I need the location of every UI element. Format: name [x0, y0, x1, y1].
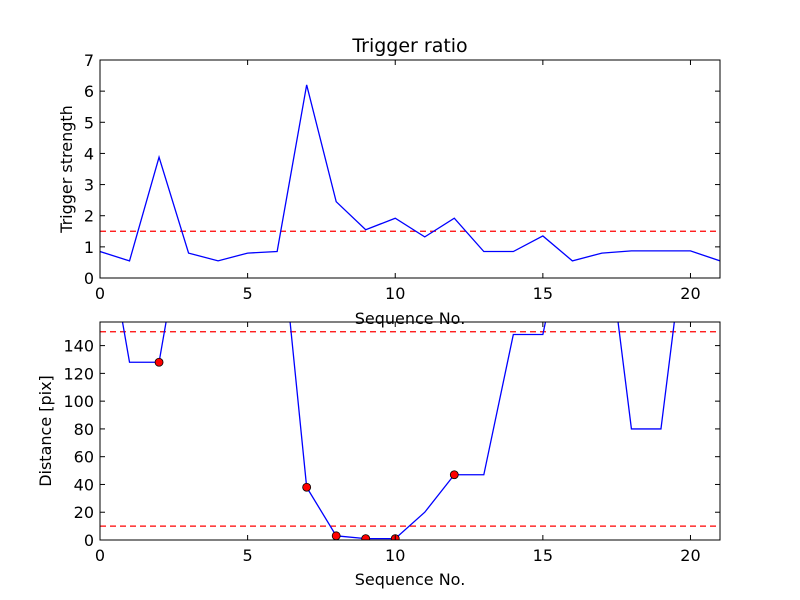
y-tick-label: 20	[74, 503, 94, 522]
series-line	[100, 84, 720, 262]
y-tick-label: 3	[84, 176, 94, 195]
y-tick-label: 40	[74, 475, 94, 494]
plot-frame	[99, 321, 721, 541]
x-tick-label: 5	[243, 546, 253, 565]
x-tick-label: 20	[680, 284, 700, 303]
y-tick-label: 60	[74, 448, 94, 467]
y-tick-label: 0	[84, 269, 94, 288]
y-tick-label: 4	[84, 144, 94, 163]
y-tick-label: 2	[84, 207, 94, 226]
data-point-marker	[331, 531, 341, 540]
chart-title: Trigger ratio	[351, 35, 467, 57]
data-point-marker	[361, 534, 371, 540]
y-tick-label: 80	[74, 420, 94, 439]
y-tick-label: 6	[84, 82, 94, 101]
data-point-marker	[154, 357, 164, 367]
x-tick-label: 15	[533, 546, 553, 565]
x-tick-label: 5	[243, 284, 253, 303]
y-tick-label: 7	[84, 51, 94, 70]
x-axis-title: Sequence No.	[355, 309, 466, 328]
y-tick-label: 5	[84, 113, 94, 132]
y-tick-label: 0	[84, 531, 94, 550]
y-tick-label: 100	[63, 392, 94, 411]
data-point-marker	[302, 482, 312, 492]
series-line	[121, 322, 675, 540]
x-tick-label: 10	[385, 546, 405, 565]
y-tick-label: 1	[84, 238, 94, 257]
y-axis-title: Distance [pix]	[36, 375, 55, 487]
y-tick-label: 120	[63, 364, 94, 383]
data-point-marker	[449, 470, 459, 480]
x-tick-label: 0	[95, 284, 105, 303]
x-tick-label: 0	[95, 546, 105, 565]
y-axis-title: Trigger strength	[57, 105, 76, 234]
x-axis-title: Sequence No.	[355, 570, 466, 589]
trigger-ratio-chart: Trigger ratio 0 5 10 15 20 0 1 2 3 4 5 6 7 Sequence …	[57, 35, 721, 328]
x-tick-label: 10	[385, 284, 405, 303]
x-tick-label: 15	[533, 284, 553, 303]
x-tick-label: 20	[680, 546, 700, 565]
y-tick-label: 140	[63, 337, 94, 356]
plot-frame	[99, 59, 721, 279]
